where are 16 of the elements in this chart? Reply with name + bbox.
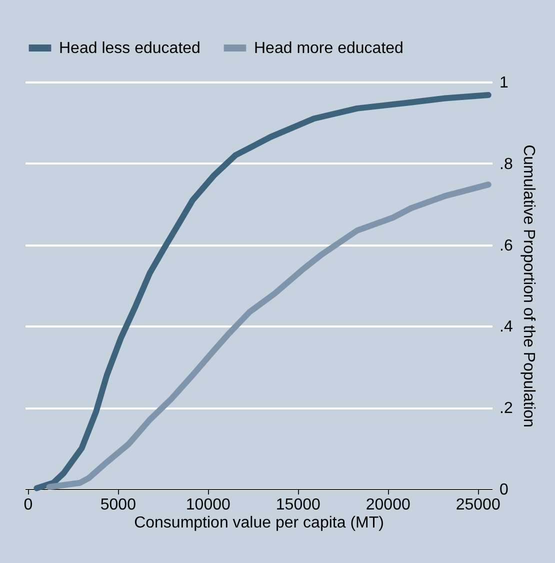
x-axis-title: Consumption value per capita (MT): [134, 514, 384, 532]
y-tick-label: .6: [500, 237, 513, 254]
y-tick-label: .8: [500, 156, 513, 173]
x-tick-label: 25000: [456, 496, 500, 514]
y-tick-label: 0: [500, 482, 508, 498]
y-tick-label: .2: [500, 400, 513, 418]
y-axis-title: Cumulative Proportion of the Population: [520, 144, 537, 428]
x-tick-label: 20000: [366, 496, 410, 514]
legend-label: Head less educated: [59, 40, 200, 57]
x-tick-label: 5000: [100, 496, 136, 514]
y-tick-label: 1: [500, 74, 508, 92]
y-tick-label: .4: [500, 318, 513, 336]
x-tick-label: 10000: [186, 496, 231, 514]
legend-label: Head more educated: [254, 40, 404, 57]
x-tick-label: 0: [24, 496, 33, 514]
x-tick-label: 15000: [276, 496, 320, 514]
